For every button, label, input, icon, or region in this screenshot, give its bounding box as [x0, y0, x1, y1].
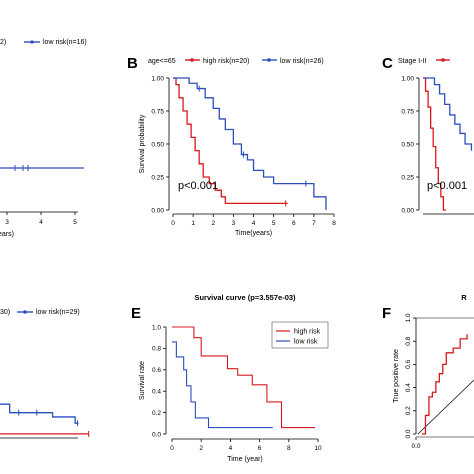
x-axis-label: Time (year): [227, 456, 263, 463]
km-curve-high-risk: [423, 77, 446, 211]
chart-title: Survival curve (p=3.557e-03): [194, 293, 296, 302]
x-tick-label: 8: [332, 220, 336, 227]
x-tick-label: 4: [39, 219, 43, 226]
km-curve-high-risk: [173, 77, 288, 205]
y-tick-label: 0.6: [152, 367, 161, 374]
x-tick-label: 2: [211, 220, 215, 227]
panel-label: F: [382, 305, 391, 322]
diagonal-reference-line: [417, 379, 474, 435]
x-tick-label: 2: [199, 445, 203, 452]
x-tick-label: 3: [232, 220, 236, 227]
y-tick-label: 1.00: [401, 75, 414, 82]
x-tick-label: 8: [287, 445, 291, 452]
km-curve-low-risk: [423, 77, 473, 151]
y-tick-label: 0.00: [151, 207, 164, 214]
panel-label: C: [382, 55, 393, 72]
x-tick-label: 4: [229, 445, 233, 452]
y-tick-label: 0.25: [151, 174, 164, 181]
panel-d: 30) low risk(n=29): [0, 309, 90, 439]
legend-swatch-dot: [190, 58, 194, 62]
y-axis-label: Survival rate: [139, 361, 146, 400]
y-tick-label: 0.50: [401, 141, 414, 148]
y-tick-label: 0.0: [405, 429, 412, 438]
panel-f: F R 0.0 0.2 0.4 0.6 0.8 1.0 0.0 True positive rat…: [382, 293, 474, 450]
legend-swatch-dot: [23, 310, 27, 314]
roc-curve: [422, 334, 468, 435]
x-axis-label: Time(years): [235, 230, 272, 237]
x-tick-label: 5: [272, 220, 276, 227]
y-axis-label: Survival probability: [139, 114, 146, 173]
x-axis-label: ears): [0, 231, 14, 238]
y-tick-label: 0.00: [401, 207, 414, 214]
legend-label-high: high risk: [294, 328, 321, 335]
legend-swatch-dot: [30, 40, 34, 44]
x-tick-label: 7: [312, 220, 316, 227]
p-value-annotation: p<0.001: [178, 180, 218, 192]
km-curve-low-risk: [173, 77, 327, 210]
legend-label-low: low risk: [294, 338, 318, 345]
y-tick-label: 0.2: [152, 410, 161, 417]
y-tick-label: 1.0: [405, 313, 412, 322]
y-tick-label: 0.8: [152, 346, 161, 353]
km-curve-high-risk: [172, 326, 316, 429]
legend-label-low: low risk(n=26): [280, 58, 324, 65]
x-tick-label: 0.0: [411, 443, 420, 450]
legend-title: Stage I-II: [398, 58, 426, 65]
x-tick-label: 5: [73, 219, 77, 226]
chart-title: R: [461, 293, 467, 302]
y-tick-label: 0.75: [401, 108, 414, 115]
x-tick-label: 6: [258, 445, 262, 452]
y-tick-label: 0.4: [152, 389, 161, 396]
y-tick-label: 0.2: [405, 406, 412, 415]
panel-label: B: [127, 55, 138, 72]
x-tick-label: 4: [252, 220, 256, 227]
y-tick-label: 0.25: [401, 174, 414, 181]
x-tick-label: 0: [171, 220, 175, 227]
panel-a: 2) low risk(n=16) 3 4 5 ears): [0, 39, 87, 238]
x-tick-label: 3: [5, 219, 9, 226]
y-tick-label: 1.00: [151, 75, 164, 82]
x-tick-label: 6: [292, 220, 296, 227]
y-tick-label: 0.8: [405, 336, 412, 345]
y-tick-label: 0.6: [405, 360, 412, 369]
p-value-annotation: p<0.001: [427, 180, 467, 192]
x-tick-label: 0: [170, 445, 174, 452]
legend-title: age<=65: [148, 58, 176, 65]
x-tick-label: 1: [191, 220, 195, 227]
legend-label: 2): [0, 39, 6, 46]
y-tick-label: 0.4: [405, 383, 412, 392]
legend-label: 30): [0, 309, 10, 316]
km-curve-low-risk: [0, 403, 79, 424]
km-curve-low-risk: [172, 341, 273, 429]
y-tick-label: 0.0: [152, 431, 161, 438]
panel-c: C Stage I-II 0.00 0.25 0.50 0.75 1.00 p<0.001: [382, 55, 474, 215]
legend-swatch-dot: [267, 58, 271, 62]
panel-label: E: [131, 305, 141, 322]
legend-box: [271, 321, 329, 349]
y-tick-label: 0.75: [151, 108, 164, 115]
y-tick-label: 1.0: [152, 324, 161, 331]
legend-label-high: high risk(n=20): [203, 58, 250, 65]
x-tick-label: 10: [314, 445, 322, 452]
y-tick-label: 0.50: [151, 141, 164, 148]
legend-swatch-dot: [441, 58, 445, 62]
y-axis-label: True positive rate: [393, 349, 400, 403]
legend-label: low risk(n=16): [43, 39, 87, 46]
panel-e: E Survival curve (p=3.557e-03) 0.0 0.2 0.4 0.…: [131, 293, 329, 463]
legend-label: low risk(n=29): [36, 309, 80, 316]
